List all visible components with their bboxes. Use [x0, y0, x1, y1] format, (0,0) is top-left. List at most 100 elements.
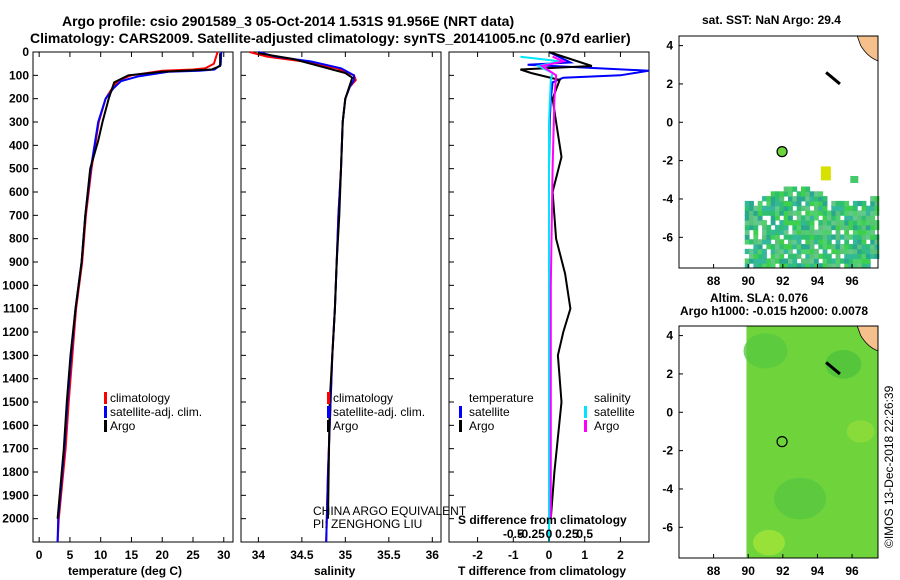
s-tick-label: -0.5	[503, 527, 524, 541]
sst-cell	[775, 215, 780, 221]
legend-swatch-t-argo	[459, 420, 462, 432]
y-tick-label: 100	[9, 68, 29, 82]
t-difference-xlabel: T difference from climatology	[458, 564, 626, 578]
sst-cell	[809, 220, 815, 226]
sst-cell	[757, 210, 763, 216]
sla-blob	[825, 349, 862, 379]
sst-cell	[822, 205, 828, 211]
sst-cell	[762, 248, 767, 255]
sst-cell	[792, 210, 798, 216]
sst-cell	[835, 229, 841, 235]
sst-cell	[788, 258, 793, 264]
sst-cell	[874, 224, 880, 231]
land-mass	[856, 35, 879, 62]
sst-cell	[809, 244, 815, 250]
sst-cell	[818, 196, 824, 202]
lat-tick-label: -2	[662, 154, 673, 168]
sla-blob	[743, 333, 788, 369]
sst-cell	[809, 229, 815, 235]
sst-cell	[822, 239, 828, 245]
sst-cell	[809, 234, 815, 240]
y-tick-label: 1900	[2, 488, 29, 502]
sst-cell	[800, 244, 806, 250]
sst-cell	[805, 239, 811, 245]
x-tick-label: -1	[508, 548, 519, 562]
legend-swatch-s-satellite	[584, 406, 587, 418]
sst-cell	[835, 263, 841, 269]
sst-cell	[844, 229, 850, 235]
sst-cell	[822, 224, 828, 231]
sst-cell	[783, 210, 789, 216]
sst-cell	[831, 210, 837, 216]
sst-cell	[818, 263, 824, 269]
sst-cell	[753, 258, 759, 264]
lon-tick-label: 90	[742, 274, 756, 288]
sst-cell	[744, 220, 750, 226]
temperature-axes	[32, 51, 234, 543]
sst-cell	[800, 224, 806, 231]
y-tick-label: 800	[9, 232, 29, 246]
sst-cell	[800, 263, 806, 269]
sst-cell	[779, 258, 785, 264]
sst-cell	[749, 220, 754, 226]
sst-cell	[835, 205, 841, 211]
sst-cell	[857, 220, 863, 226]
sst-cell	[762, 220, 767, 226]
sst-cell	[857, 248, 863, 255]
sst-cell	[792, 220, 798, 226]
sst-cell	[788, 186, 793, 192]
sst-cell	[844, 239, 850, 245]
sst-cell	[749, 253, 754, 259]
sst-cell	[809, 191, 815, 197]
sst-cell	[796, 229, 802, 235]
sst-cell	[820, 166, 831, 181]
sst-cell	[870, 244, 876, 250]
sst-cell	[796, 224, 802, 231]
sst-cell	[852, 234, 858, 240]
sst-cell	[788, 248, 793, 255]
series-line-temperature-satellite	[527, 51, 650, 542]
sst-cell	[813, 263, 819, 269]
sst-cell	[749, 205, 754, 211]
sst-cell	[822, 229, 828, 235]
lat-tick-label: -6	[662, 230, 673, 244]
sst-cell	[749, 215, 754, 221]
sst-cell	[874, 248, 880, 255]
sst-cell	[874, 239, 880, 245]
sst-cell	[831, 248, 837, 255]
sst-cell	[818, 220, 824, 226]
sst-cell	[870, 220, 876, 226]
sst-cell	[848, 224, 854, 231]
sst-cell	[835, 253, 841, 259]
sst-cell	[809, 224, 815, 231]
sst-cell	[762, 253, 767, 259]
legend-swatch-s-argo	[584, 420, 587, 432]
sst-cell	[805, 220, 811, 226]
sst-cell	[753, 210, 759, 216]
sst-cell	[831, 224, 837, 231]
sst-cell	[857, 253, 863, 259]
lat-tick-label: 2	[666, 77, 673, 91]
sst-cell	[749, 210, 754, 216]
sst-cell	[788, 205, 793, 211]
sst-cell	[744, 248, 750, 255]
sst-cell	[835, 224, 841, 231]
y-tick-label: 1600	[2, 418, 29, 432]
sst-cell	[870, 239, 876, 245]
sst-cell	[792, 253, 798, 259]
s-difference-label: S difference from climatology	[458, 513, 627, 527]
legend-argo: Argo	[110, 419, 136, 433]
sst-cell	[826, 220, 832, 226]
sst-cell	[757, 248, 763, 255]
sst-cell	[857, 239, 863, 245]
sst-cell	[870, 200, 876, 207]
sst-cell	[831, 234, 837, 240]
sst-cell	[770, 215, 776, 221]
sla-map-title1: Altim. SLA: 0.076	[710, 291, 808, 305]
y-tick-label: 1200	[2, 325, 29, 339]
sst-cell	[861, 244, 867, 250]
sst-cell	[779, 196, 785, 202]
sst-cell	[762, 229, 767, 235]
sst-cell	[805, 205, 811, 211]
sst-cell	[850, 175, 859, 183]
